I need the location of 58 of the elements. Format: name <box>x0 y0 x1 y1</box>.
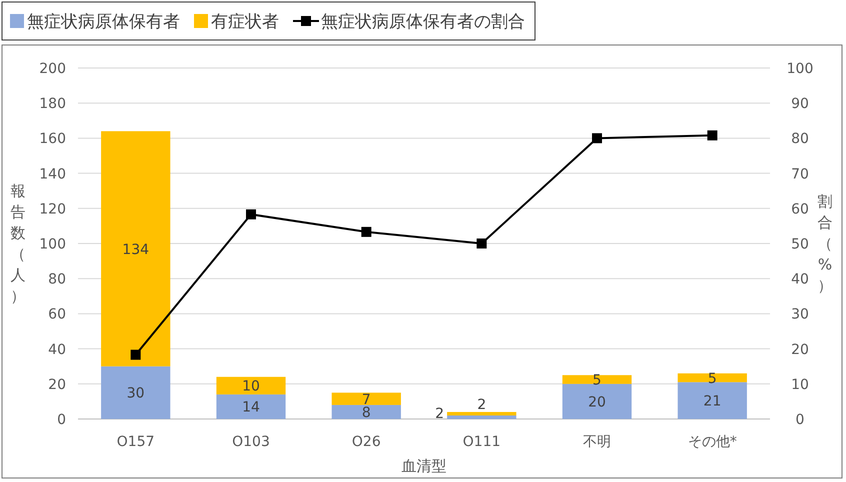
y-tick-label: 100 <box>39 236 66 252</box>
data-label: 2 <box>435 406 444 422</box>
y2-tick-label: 30 <box>791 306 809 323</box>
data-label: 30 <box>126 386 145 402</box>
bar <box>447 415 516 419</box>
x-axis-title: 血清型 <box>402 457 446 475</box>
y-tick-label: 200 <box>39 61 66 77</box>
bar <box>216 394 286 419</box>
y-tick-label: 20 <box>48 376 66 393</box>
y-tick-label: 40 <box>48 342 66 358</box>
legend-label: 無症状病原体保有者 <box>27 12 180 32</box>
x-tick-label: O111 <box>462 434 501 450</box>
bar <box>447 412 516 416</box>
y2-tick-label: 80 <box>791 131 809 148</box>
bar <box>101 366 170 419</box>
bar <box>101 131 170 366</box>
y-tick-label: 180 <box>39 96 66 112</box>
bar <box>678 382 747 419</box>
data-label: 2 <box>477 396 486 413</box>
bar <box>216 376 286 394</box>
y2-tick-label: 70 <box>791 166 809 182</box>
legend-label: 有症状者 <box>211 12 279 32</box>
y-tick-label: 80 <box>48 272 66 288</box>
y-tick-label: 140 <box>39 166 66 182</box>
y2-axis-title: 割合（%） <box>818 192 832 294</box>
point <box>361 226 372 237</box>
bar <box>332 392 401 405</box>
legend-label: 無症状病原体保有者の割合 <box>321 12 525 32</box>
data-label: 10 <box>242 378 260 395</box>
y-tick-label: 160 <box>39 131 66 148</box>
y2-tick-label: 10 <box>791 376 809 393</box>
y2-tick-label: 0 <box>796 412 804 428</box>
bar <box>562 384 632 419</box>
point <box>130 350 141 360</box>
point <box>592 133 602 144</box>
y2-tick-label: 60 <box>791 201 809 218</box>
x-tick-label: その他* <box>688 434 737 450</box>
y-tick-label: 60 <box>48 306 66 323</box>
y2-tick-label: 100 <box>786 61 814 77</box>
y2-tick-label: 90 <box>791 96 809 112</box>
data-label: 20 <box>588 394 606 410</box>
data-label: 134 <box>122 242 150 258</box>
y-tick-label: 0 <box>57 412 66 428</box>
y2-tick-label: 40 <box>791 272 809 288</box>
data-label: 21 <box>703 394 722 410</box>
y-axis-title: 報告数（人） <box>10 182 26 305</box>
x-tick-label: O26 <box>352 434 381 450</box>
y-tick-label: 120 <box>39 201 66 218</box>
x-tick-label: O157 <box>116 434 155 450</box>
point <box>707 130 718 140</box>
data-label: 14 <box>242 400 260 416</box>
bar <box>332 404 401 419</box>
y2-tick-label: 20 <box>791 342 809 358</box>
x-tick-label: 不明 <box>583 434 611 450</box>
y2-tick-label: 50 <box>791 236 809 252</box>
x-tick-label: O103 <box>232 434 270 450</box>
point <box>476 238 487 248</box>
point <box>246 209 256 220</box>
